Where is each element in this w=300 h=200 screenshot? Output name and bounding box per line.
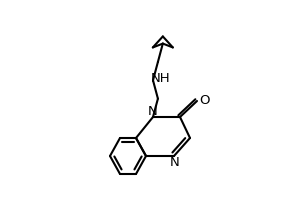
- Text: NH: NH: [151, 72, 171, 85]
- Text: O: O: [199, 95, 210, 108]
- Text: N: N: [148, 105, 158, 118]
- Text: N: N: [170, 156, 180, 168]
